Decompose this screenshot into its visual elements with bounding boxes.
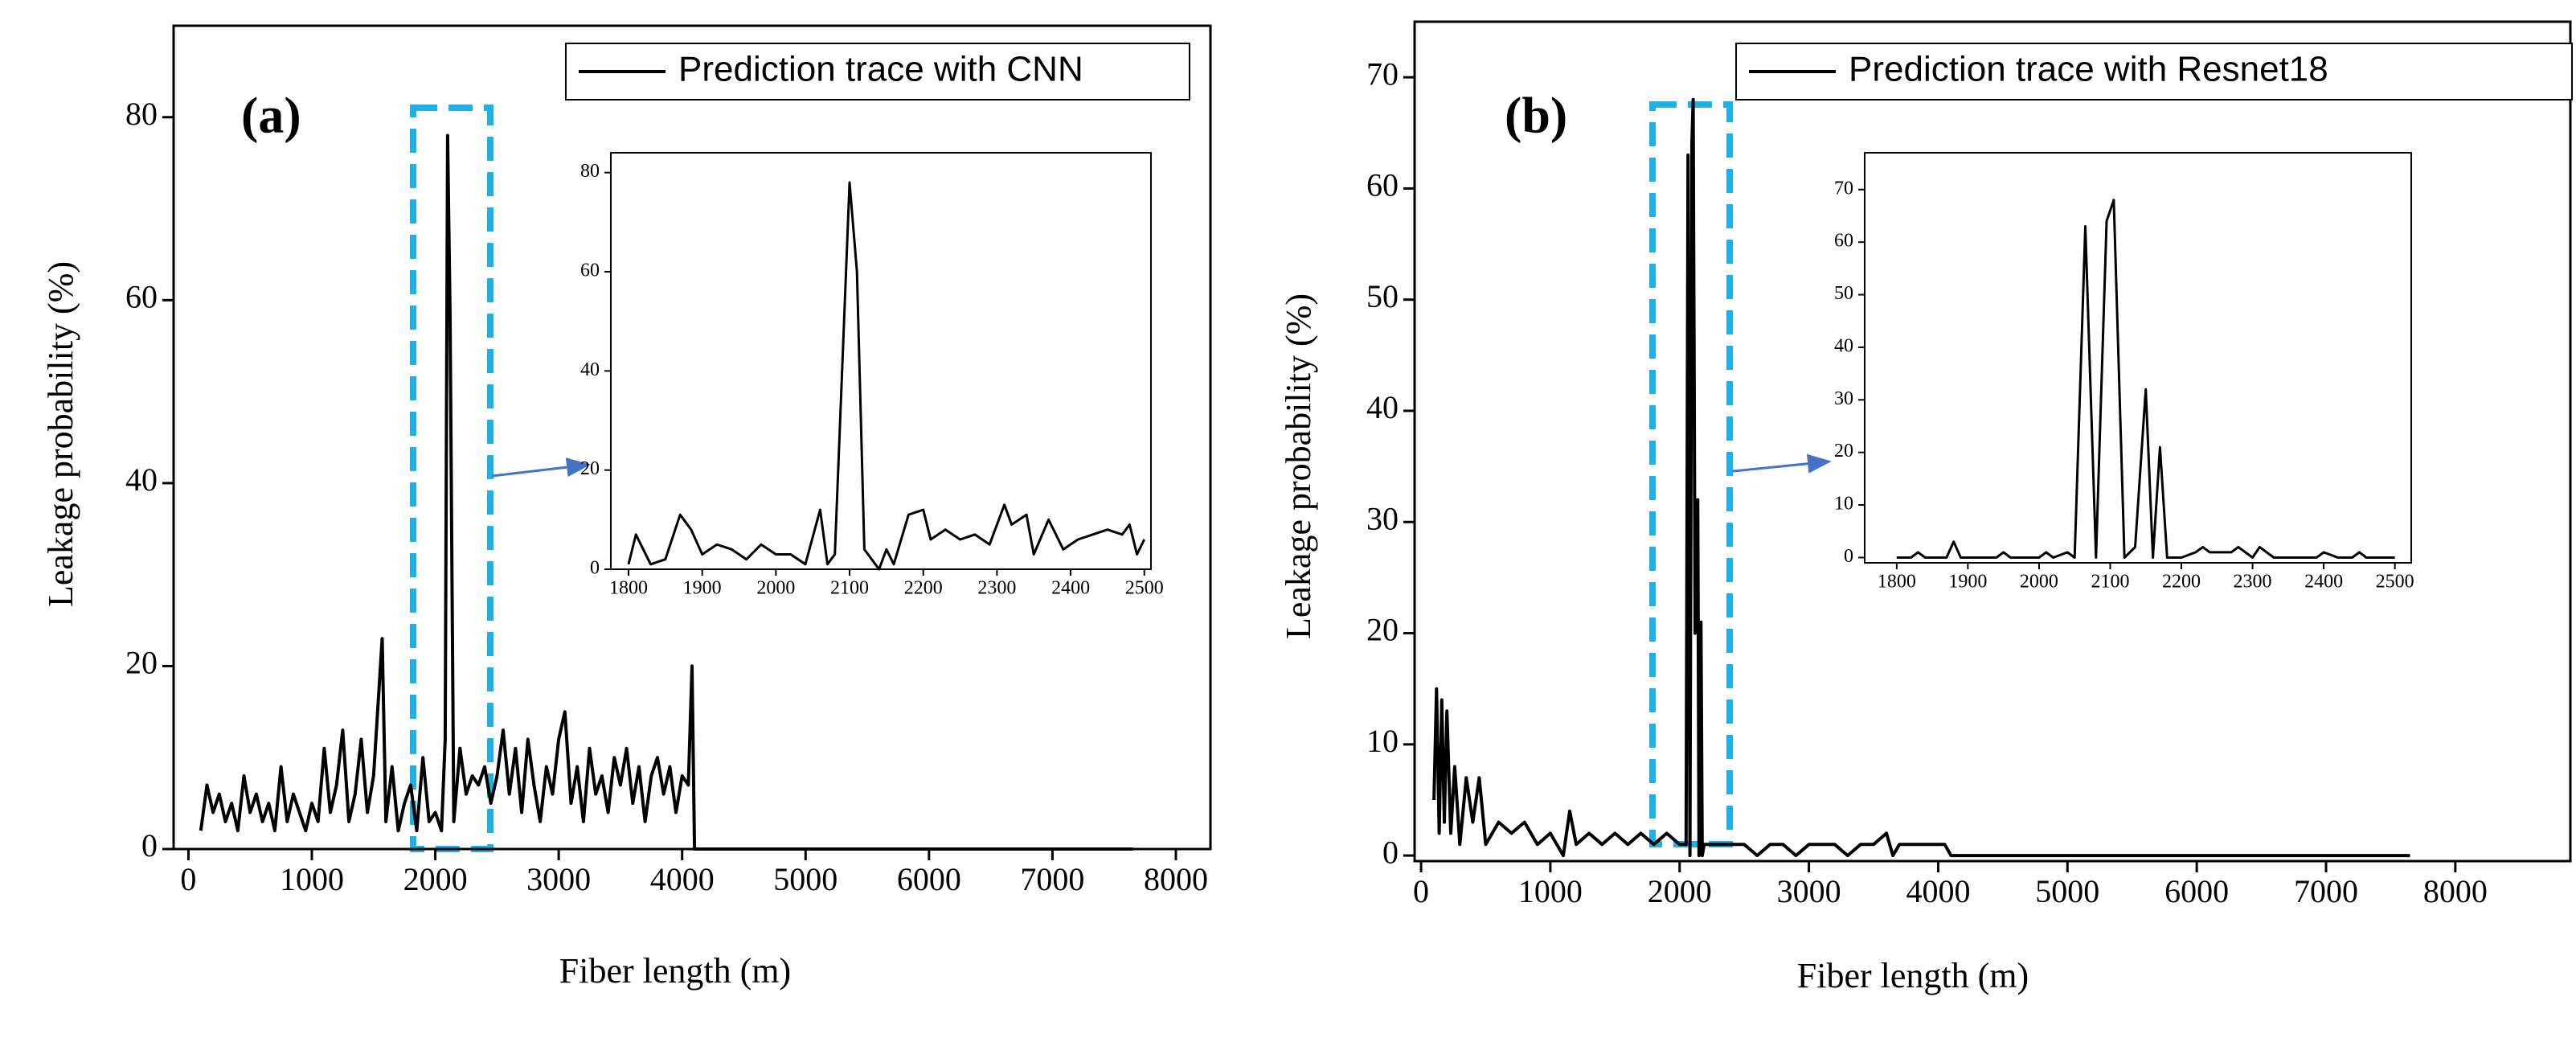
x-axis-label: Fiber length (m)	[1797, 956, 2029, 995]
zoom-arrow	[491, 457, 591, 478]
x-tick-label: 1900	[1948, 571, 1987, 592]
y-tick-label: 80	[125, 96, 158, 132]
legend-box	[565, 43, 1190, 101]
y-axis-label: Leakage probability (%)	[41, 261, 80, 607]
x-tick-label: 2300	[2234, 571, 2272, 592]
x-tick-label: 1800	[1878, 571, 1916, 592]
x-tick-label: 2000	[756, 577, 795, 598]
x-tick-label: 4000	[650, 861, 715, 897]
x-tick-label: 2300	[977, 577, 1016, 598]
y-tick-label: 30	[1834, 388, 1853, 409]
x-tick-label: 6000	[897, 861, 961, 897]
x-tick-label: 4000	[1906, 873, 1970, 909]
axes-frame	[1413, 20, 2572, 863]
x-tick-label: 2000	[403, 861, 468, 897]
y-tick-label: 50	[1834, 283, 1853, 304]
inset-background	[611, 153, 1151, 569]
x-tick-label: 2000	[1648, 873, 1712, 909]
x-tick-label: 2100	[2091, 571, 2129, 592]
axes-frame	[1864, 152, 2412, 564]
x-tick-label: 3000	[526, 861, 591, 897]
y-tick-label: 40	[125, 462, 158, 498]
y-tick-label: 0	[590, 558, 600, 579]
zoom-arrow	[1732, 453, 1832, 474]
x-tick-label: 2200	[904, 577, 943, 598]
y-tick-label: 60	[1366, 167, 1399, 203]
x-tick-label: 2100	[830, 577, 869, 598]
panel-label: (b)	[1505, 87, 1567, 144]
x-tick-label: 5000	[2035, 873, 2099, 909]
x-tick-label: 1000	[280, 861, 344, 897]
x-tick-label: 8000	[2423, 873, 2488, 909]
x-tick-label: 6000	[2164, 873, 2229, 909]
x-tick-label: 2000	[2020, 571, 2058, 592]
y-tick-label: 0	[1382, 834, 1399, 870]
legend-label: Prediction trace with CNN	[678, 50, 1083, 89]
panel-label: (a)	[241, 87, 301, 144]
y-tick-label: 20	[1834, 441, 1853, 462]
y-tick-label: 40	[1366, 389, 1399, 425]
y-tick-label: 40	[580, 359, 600, 380]
y-tick-label: 20	[125, 645, 158, 681]
y-tick-label: 10	[1366, 723, 1399, 759]
x-tick-label: 5000	[773, 861, 838, 897]
axes-frame	[172, 24, 1212, 851]
y-tick-label: 20	[1366, 612, 1399, 648]
x-tick-label: 8000	[1144, 861, 1208, 897]
axes-frame	[610, 152, 1152, 570]
x-tick-label: 2400	[1051, 577, 1090, 598]
x-tick-label: 1900	[683, 577, 722, 598]
y-tick-label: 0	[141, 827, 158, 864]
x-axis-label: Fiber length (m)	[559, 951, 791, 991]
x-tick-label: 0	[1413, 873, 1429, 909]
x-tick-label: 2500	[1125, 577, 1164, 598]
y-tick-label: 60	[1834, 231, 1853, 252]
y-tick-label: 10	[1834, 494, 1853, 515]
y-tick-label: 80	[580, 161, 600, 182]
x-tick-label: 1800	[609, 577, 648, 598]
trace	[1432, 97, 2410, 858]
y-tick-label: 20	[580, 458, 600, 479]
x-tick-label: 2200	[2162, 571, 2201, 592]
y-tick-label: 40	[1834, 335, 1853, 356]
x-tick-label: 3000	[1777, 873, 1841, 909]
trace	[199, 133, 1133, 851]
y-tick-label: 60	[580, 260, 600, 281]
y-tick-label: 60	[125, 279, 158, 315]
y-tick-label: 70	[1834, 178, 1853, 199]
trace	[1896, 199, 2395, 559]
x-tick-label: 7000	[1020, 861, 1084, 897]
y-tick-label: 0	[1844, 546, 1853, 567]
y-tick-label: 50	[1366, 278, 1399, 314]
y-axis-label: Leakage probability (%)	[1279, 293, 1318, 639]
y-tick-label: 70	[1366, 55, 1399, 92]
x-tick-label: 2400	[2304, 571, 2343, 592]
legend-box	[1735, 43, 2573, 101]
x-tick-label: 7000	[2294, 873, 2358, 909]
x-tick-label: 2500	[2376, 571, 2414, 592]
legend-label: Prediction trace with Resnet18	[1849, 50, 2328, 89]
y-tick-label: 30	[1366, 500, 1399, 536]
x-tick-label: 1000	[1518, 873, 1583, 909]
trace	[627, 181, 1146, 571]
x-tick-label: 0	[180, 861, 196, 897]
